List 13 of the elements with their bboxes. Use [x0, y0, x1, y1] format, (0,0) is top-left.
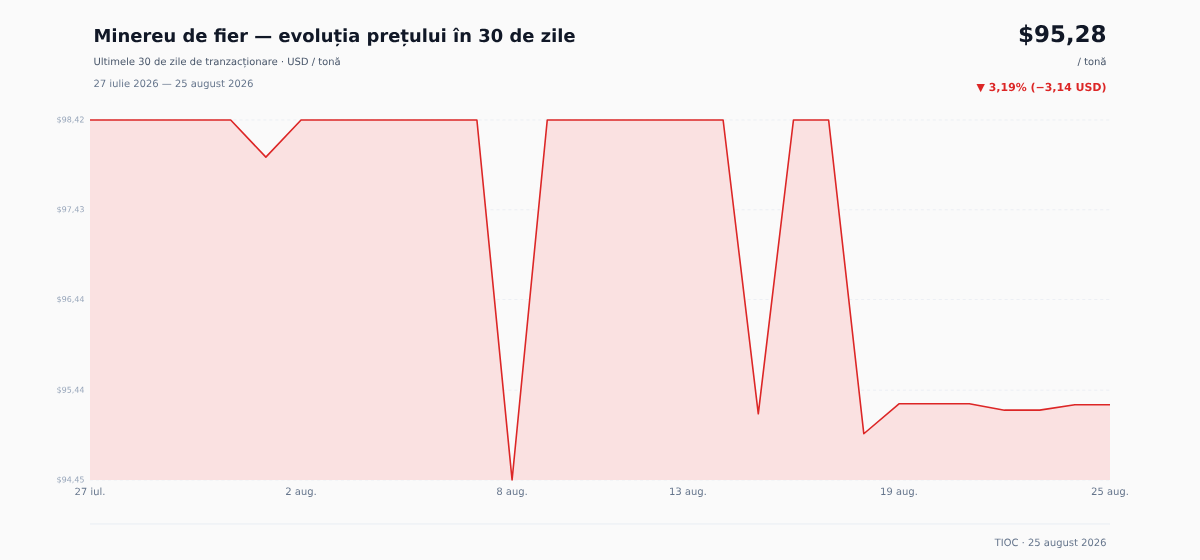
x-tick-label: 2 aug.: [286, 487, 316, 497]
chart-title: Minereu de fier — evoluția prețului în 30 de zile: [95, 27, 575, 47]
text: 27 iulie 2026 — 25 august 2026: [94, 79, 253, 90]
x-tick-label: 13 aug.: [670, 487, 706, 497]
text: / tonă: [1077, 57, 1106, 66]
x-tick-label: 19 aug.: [881, 487, 917, 497]
x-tick-label: 25 aug.: [1091, 487, 1128, 497]
text: $95,28: [1019, 24, 1106, 46]
chart-subtitle: Ultimele 30 de zile de tranzacționare · USD / tonă: [94, 57, 340, 68]
x-tick-label: 8 aug.: [497, 487, 527, 497]
x-tick-label: 27 iul.: [75, 487, 105, 496]
text: TIOC · 25 august 2026: [994, 538, 1106, 549]
text: ▼ 3,19% (−3,14 USD): [976, 82, 1106, 93]
